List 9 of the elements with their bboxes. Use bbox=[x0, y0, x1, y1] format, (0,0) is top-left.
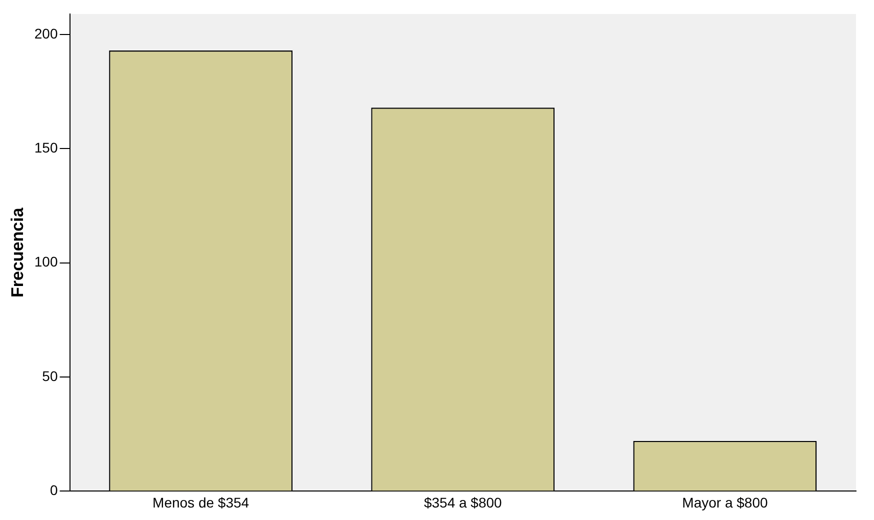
y-tick-label: 0 bbox=[50, 482, 58, 498]
x-tick-label: Mayor a $800 bbox=[682, 494, 768, 510]
y-tick-label: 200 bbox=[34, 25, 58, 42]
y-tick-label: 100 bbox=[34, 254, 58, 270]
x-tick-label: $354 a $800 bbox=[424, 494, 502, 510]
y-tick-label: 150 bbox=[34, 140, 58, 156]
y-tick-label: 50 bbox=[42, 368, 58, 384]
x-tick-label: Menos de $354 bbox=[152, 494, 250, 510]
y-axis-title: Frecuencia bbox=[8, 207, 27, 298]
